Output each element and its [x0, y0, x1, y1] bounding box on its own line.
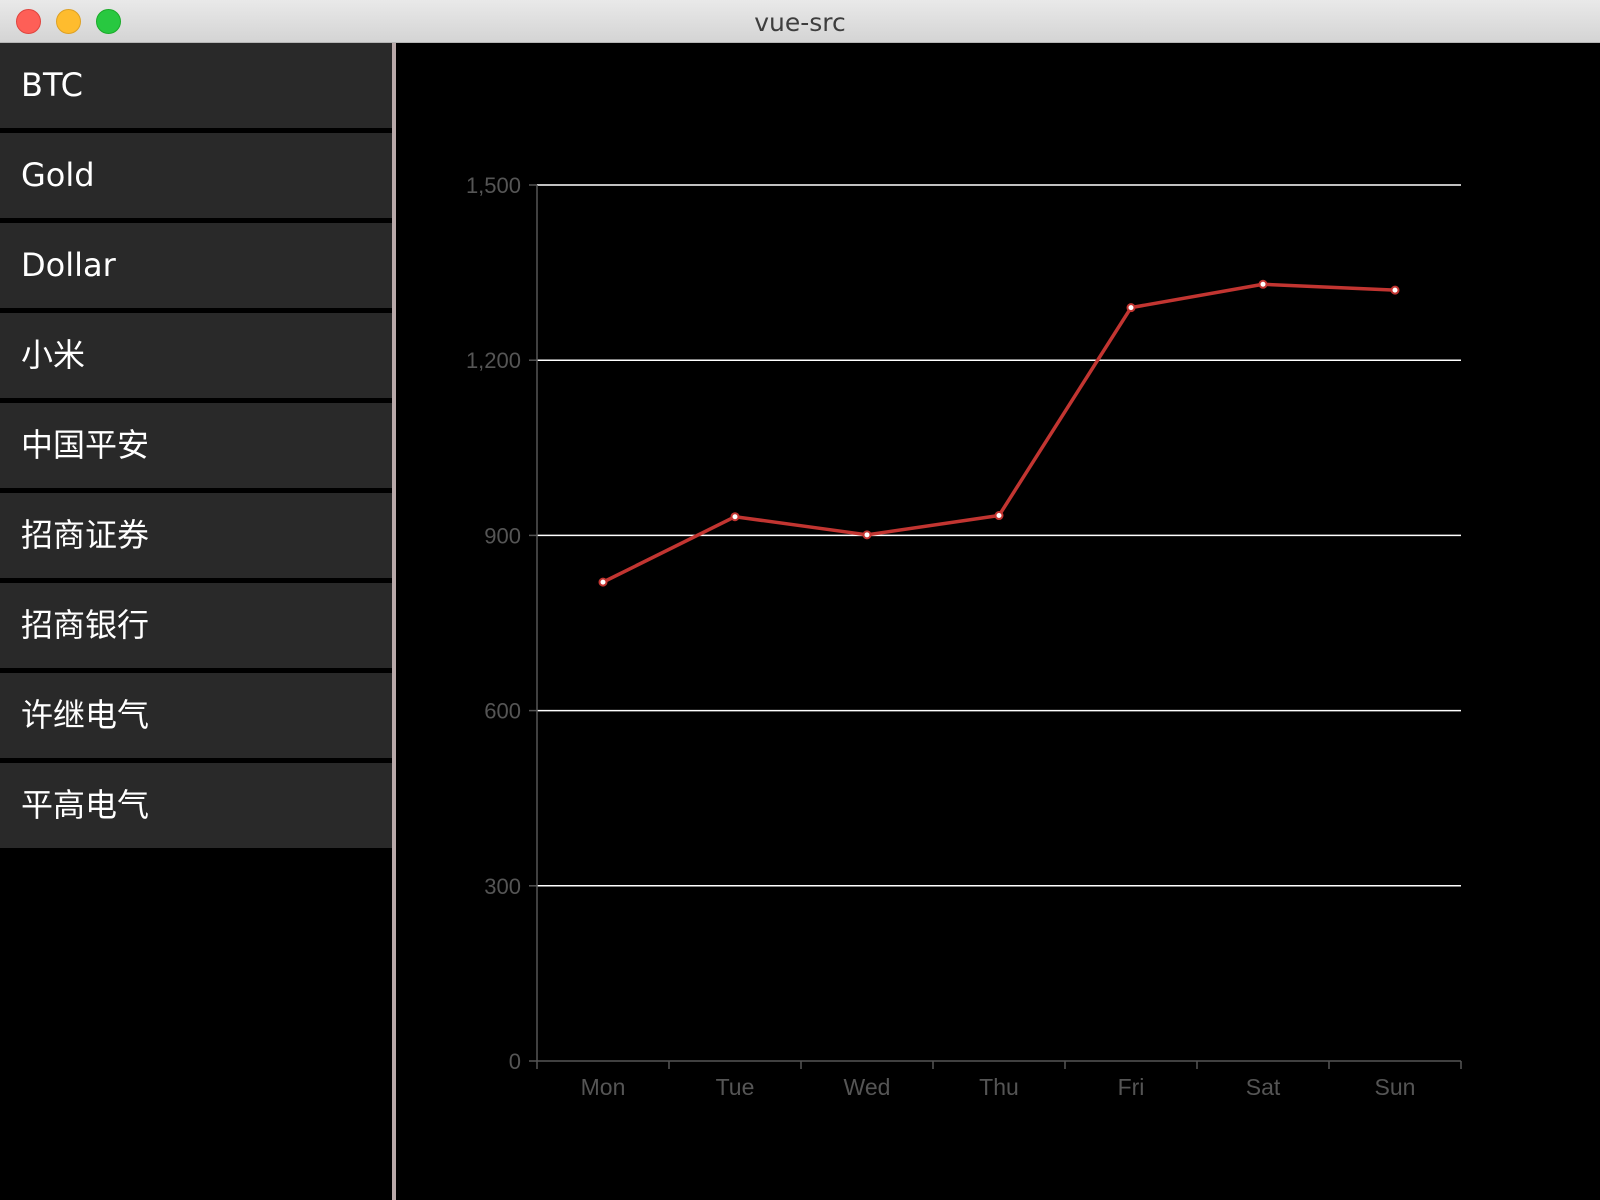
y-tick-label: 900 — [484, 523, 521, 548]
data-point-mon — [598, 577, 608, 587]
y-tick-label: 1,200 — [466, 348, 521, 373]
chart-area: 0 300 600 900 1,200 1,500 Mon Tue Wed Thu Fri Sat Su… — [400, 43, 1600, 1200]
series-line — [602, 282, 1396, 584]
x-tick-label-sat: Sat — [1246, 1074, 1281, 1100]
line-chart: 0 300 600 900 1,200 1,500 Mon Tue Wed Thu Fri Sat Su… — [466, 173, 1462, 1100]
sidebar-item-xj-electric[interactable]: 许继电气 — [0, 673, 392, 758]
data-point-wed — [862, 530, 872, 540]
close-window-button[interactable] — [16, 9, 41, 34]
sidebar-item-btc[interactable]: BTC — [0, 43, 392, 128]
data-point-fri — [1126, 303, 1136, 313]
sidebar: BTC Gold Dollar 小米 中国平安 招商证券 招商银行 许继电气 平… — [0, 43, 396, 1200]
data-point-sun — [1390, 285, 1400, 295]
sidebar-item-cm-securities[interactable]: 招商证券 — [0, 493, 392, 578]
sidebar-item-gold[interactable]: Gold — [0, 133, 392, 218]
sidebar-item-dollar[interactable]: Dollar — [0, 223, 392, 308]
x-tick-label-sun: Sun — [1375, 1074, 1416, 1100]
data-point-sat — [1258, 279, 1268, 289]
data-point-tue — [730, 512, 740, 522]
sidebar-item-pg-electric[interactable]: 平高电气 — [0, 763, 392, 848]
x-tick-label-tue: Tue — [716, 1074, 755, 1100]
y-tick-label: 1,500 — [466, 173, 521, 198]
asset-list: BTC Gold Dollar 小米 中国平安 招商证券 招商银行 许继电气 平… — [0, 43, 392, 848]
sidebar-item-xiaomi[interactable]: 小米 — [0, 313, 392, 398]
data-point-thu — [994, 511, 1004, 521]
x-tick-label-thu: Thu — [979, 1074, 1019, 1100]
maximize-window-button[interactable] — [96, 9, 121, 34]
x-tick-label-wed: Wed — [844, 1074, 891, 1100]
x-tick-label-fri: Fri — [1118, 1074, 1145, 1100]
title-bar[interactable]: vue-src — [0, 0, 1600, 43]
y-tick-label: 600 — [484, 699, 521, 724]
window-title: vue-src — [754, 8, 846, 37]
y-tick-label: 0 — [509, 1049, 521, 1074]
x-tick-label-mon: Mon — [581, 1074, 626, 1100]
sidebar-item-ping-an[interactable]: 中国平安 — [0, 403, 392, 488]
y-tick-label: 300 — [484, 874, 521, 899]
sidebar-item-cm-bank[interactable]: 招商银行 — [0, 583, 392, 668]
minimize-window-button[interactable] — [56, 9, 81, 34]
